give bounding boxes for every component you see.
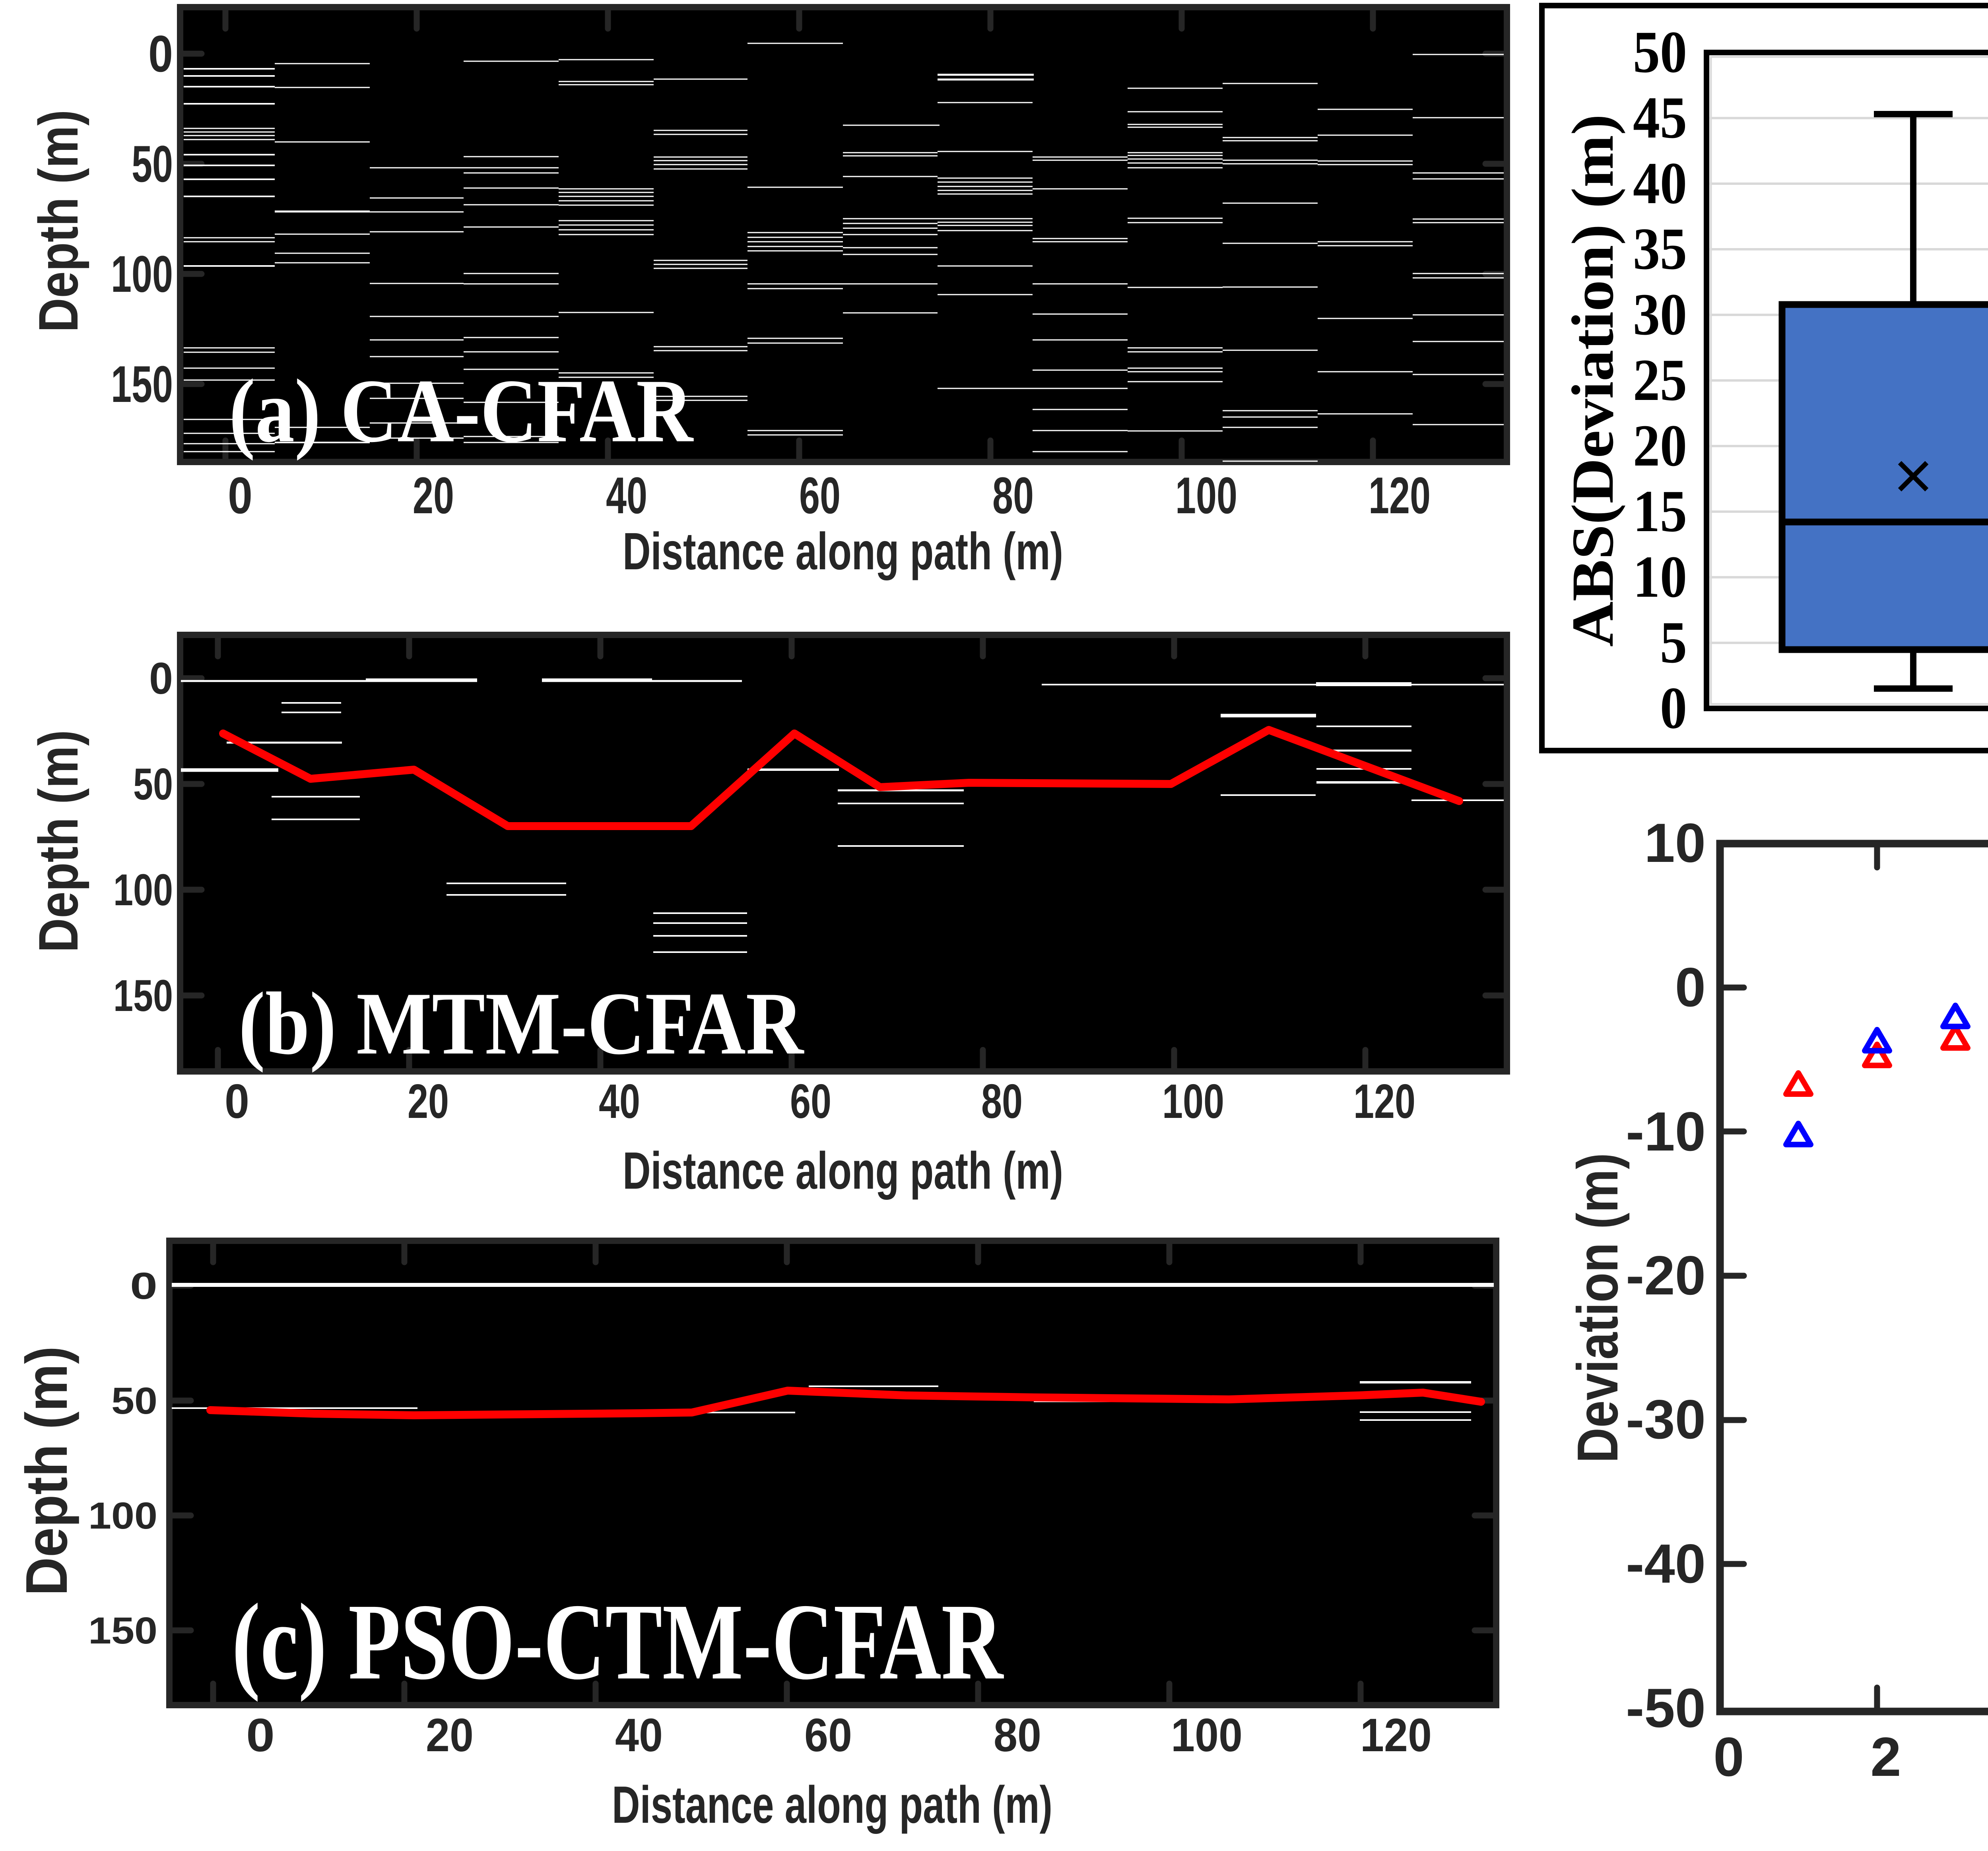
svg-text:50: 50 [1633, 19, 1687, 85]
svg-text:20: 20 [408, 1074, 449, 1128]
svg-text:Distance along path (m): Distance along path (m) [623, 1141, 1063, 1200]
svg-text:0: 0 [1660, 675, 1687, 741]
svg-text:-40: -40 [1626, 1533, 1706, 1595]
svg-text:Distance along path (m): Distance along path (m) [612, 1775, 1052, 1834]
svg-text:0: 0 [1713, 1726, 1744, 1788]
svg-text:0: 0 [149, 654, 173, 703]
svg-text:60: 60 [799, 466, 841, 524]
svg-text:ABS(Deviation) (m): ABS(Deviation) (m) [1560, 114, 1626, 647]
svg-text:Depth (m): Depth (m) [27, 110, 89, 332]
svg-text:Deviation (m): Deviation (m) [1565, 1153, 1630, 1463]
svg-text:120: 120 [1353, 1074, 1415, 1128]
svg-text:50: 50 [133, 759, 173, 809]
svg-text:45: 45 [1633, 85, 1687, 151]
svg-text:10: 10 [1633, 544, 1687, 610]
svg-text:0: 0 [228, 466, 252, 524]
svg-text:120: 120 [1360, 1709, 1432, 1762]
svg-text:100: 100 [1171, 1709, 1242, 1762]
svg-text:40: 40 [606, 466, 647, 524]
svg-text:60: 60 [804, 1709, 852, 1762]
svg-text:-20: -20 [1626, 1245, 1706, 1306]
svg-text:100: 100 [1175, 466, 1237, 524]
svg-text:30: 30 [1633, 281, 1687, 347]
svg-text:120: 120 [1369, 466, 1431, 524]
svg-text:Distance along path (m): Distance along path (m) [623, 522, 1063, 580]
svg-text:100: 100 [111, 245, 173, 303]
svg-text:0: 0 [225, 1074, 249, 1128]
svg-text:150: 150 [111, 355, 173, 413]
svg-text:40: 40 [615, 1709, 663, 1762]
svg-text:-10: -10 [1626, 1101, 1706, 1162]
svg-text:0: 0 [246, 1709, 275, 1762]
svg-text:15: 15 [1633, 478, 1687, 544]
svg-text:0: 0 [1675, 957, 1706, 1018]
svg-text:60: 60 [790, 1074, 831, 1128]
svg-text:20: 20 [413, 466, 454, 524]
svg-text:80: 80 [992, 466, 1034, 524]
svg-text:-30: -30 [1626, 1389, 1706, 1450]
svg-text:80: 80 [994, 1709, 1041, 1762]
svg-text:2: 2 [1870, 1726, 1901, 1788]
svg-text:50: 50 [111, 1380, 157, 1422]
svg-text:(a) CA-CFAR: (a) CA-CFAR [229, 361, 694, 461]
svg-text:Depth (m): Depth (m) [14, 1346, 80, 1596]
svg-text:20: 20 [1633, 413, 1687, 479]
svg-text:40: 40 [599, 1074, 640, 1128]
svg-text:100: 100 [1162, 1074, 1224, 1128]
svg-text:80: 80 [981, 1074, 1023, 1128]
svg-text:50: 50 [132, 135, 173, 193]
svg-text:10: 10 [1644, 812, 1706, 874]
svg-text:-50: -50 [1626, 1677, 1706, 1739]
svg-text:100: 100 [113, 865, 173, 915]
svg-text:20: 20 [426, 1709, 474, 1762]
svg-text:100: 100 [88, 1495, 157, 1537]
svg-text:5: 5 [1660, 609, 1687, 675]
svg-text:35: 35 [1633, 216, 1687, 282]
svg-text:(b) MTM-CFAR: (b) MTM-CFAR [239, 974, 804, 1073]
svg-text:150: 150 [113, 971, 173, 1021]
svg-text:0: 0 [148, 25, 173, 83]
svg-text:150: 150 [88, 1610, 157, 1652]
svg-text:40: 40 [1633, 150, 1687, 216]
svg-text:0: 0 [130, 1265, 157, 1307]
svg-text:(c) PSO-CTM-CFAR: (c) PSO-CTM-CFAR [232, 1581, 1004, 1702]
svg-text:Depth (m): Depth (m) [27, 730, 89, 953]
svg-text:25: 25 [1633, 347, 1687, 413]
